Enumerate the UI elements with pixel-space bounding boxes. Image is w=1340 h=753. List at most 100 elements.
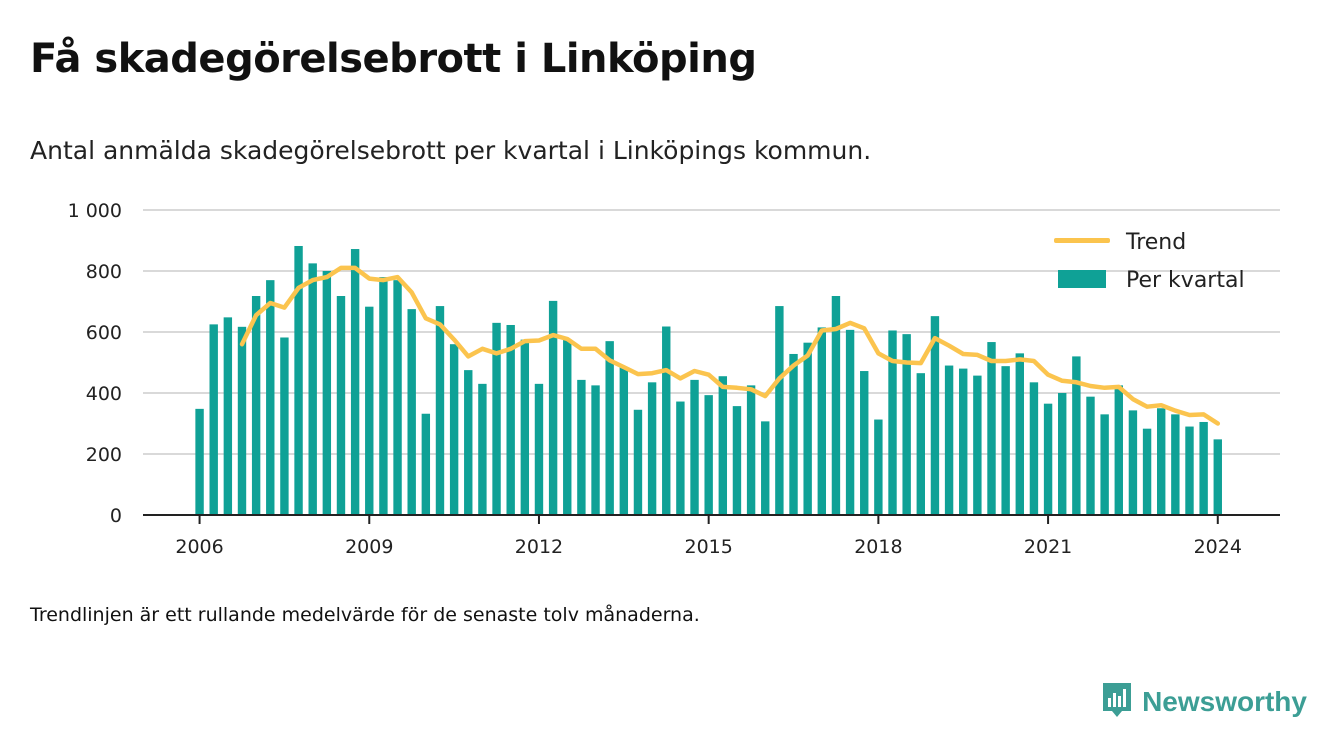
brand-name: Newsworthy (1142, 686, 1307, 717)
bar (732, 406, 742, 515)
bar (874, 419, 883, 515)
x-tick-label: 2015 (684, 536, 732, 558)
bar (633, 409, 643, 515)
y-axis-ticks: 0 200 400 600 800 1 000 (68, 200, 122, 527)
bar (1100, 414, 1109, 515)
brand-logo[interactable]: Newsworthy (1100, 680, 1307, 724)
bar (534, 383, 544, 515)
bar (690, 379, 699, 515)
bar (1072, 356, 1081, 515)
bar (435, 306, 445, 515)
chart-subtitle: Antal anmälda skadegörelsebrott per kvar… (30, 136, 872, 165)
legend: Trend Per kvartal (1054, 230, 1245, 293)
y-tick-label: 1 000 (68, 200, 122, 222)
bar (407, 309, 416, 515)
bar (973, 375, 982, 515)
bar (930, 316, 940, 515)
bar (294, 245, 303, 516)
y-tick-label: 400 (86, 383, 122, 405)
bar (888, 330, 897, 515)
bar (1213, 439, 1222, 515)
footnote: Trendlinjen är ett rullande medelvärde f… (30, 604, 700, 626)
bar (662, 326, 671, 515)
bar (1029, 382, 1039, 515)
x-tick-label: 2012 (515, 536, 563, 558)
bar (1015, 353, 1024, 515)
bar (350, 249, 360, 516)
bar (902, 334, 911, 515)
bar (746, 385, 756, 515)
bar (591, 385, 600, 515)
bar (449, 344, 459, 515)
bar (421, 413, 431, 515)
line-series-trend (239, 265, 1221, 426)
bar (548, 300, 558, 515)
x-tick-label: 2021 (1024, 536, 1072, 558)
bar (1185, 426, 1194, 515)
bar (209, 324, 218, 515)
bar (492, 322, 501, 515)
legend-label-trend: Trend (1125, 230, 1186, 255)
x-tick-label: 2018 (854, 536, 902, 558)
bar (336, 296, 346, 515)
bar (789, 353, 798, 515)
y-tick-label: 200 (86, 444, 122, 466)
x-tick-label: 2006 (175, 536, 223, 558)
bar (704, 395, 713, 515)
bar (1171, 414, 1180, 515)
bar (563, 339, 572, 515)
bar (987, 342, 996, 515)
bar (944, 365, 954, 515)
bar (1199, 421, 1208, 515)
legend-label-per-kvartal: Per kvartal (1126, 268, 1245, 293)
bar (761, 421, 770, 515)
bar (520, 339, 530, 515)
chart-title: Få skadegörelsebrott i Linköping (30, 36, 757, 82)
bar (1128, 410, 1138, 515)
bar (1043, 403, 1053, 515)
bar (1142, 428, 1152, 515)
bar (478, 383, 487, 515)
bar (322, 271, 332, 515)
bar (1086, 396, 1095, 515)
bar (775, 306, 784, 515)
bar (223, 317, 233, 515)
bar (379, 277, 388, 515)
bar (959, 368, 968, 515)
bar (619, 367, 629, 515)
bar (251, 296, 261, 515)
newsworthy-logo-icon (1100, 680, 1134, 724)
bar (308, 263, 317, 515)
bar (647, 382, 657, 515)
legend-swatch-per-kvartal (1058, 270, 1106, 288)
bar (718, 376, 728, 515)
bar (577, 379, 586, 515)
bar (803, 342, 812, 515)
bar (195, 408, 204, 515)
trend-line (239, 265, 1221, 426)
bar (1157, 408, 1166, 515)
bar (365, 306, 374, 515)
bar (506, 324, 515, 515)
bar (280, 337, 289, 515)
bar (916, 373, 925, 515)
bar (1114, 385, 1123, 515)
bar (1001, 366, 1010, 515)
y-tick-label: 0 (110, 505, 122, 527)
y-tick-label: 800 (86, 261, 122, 283)
bar (393, 280, 402, 515)
legend-swatch-trend (1054, 238, 1110, 243)
bar (605, 341, 614, 515)
bar (237, 326, 247, 515)
bar-series-per-kvartal (195, 245, 1222, 516)
bar (817, 327, 827, 515)
bar (1058, 393, 1067, 515)
x-tick-label: 2024 (1194, 536, 1242, 558)
bar (831, 296, 841, 515)
bar (266, 280, 275, 515)
bar (860, 371, 869, 515)
bar (676, 401, 685, 515)
x-axis: 2006 2009 2012 2015 2018 2021 2024 (143, 514, 1280, 558)
bar (464, 370, 473, 515)
